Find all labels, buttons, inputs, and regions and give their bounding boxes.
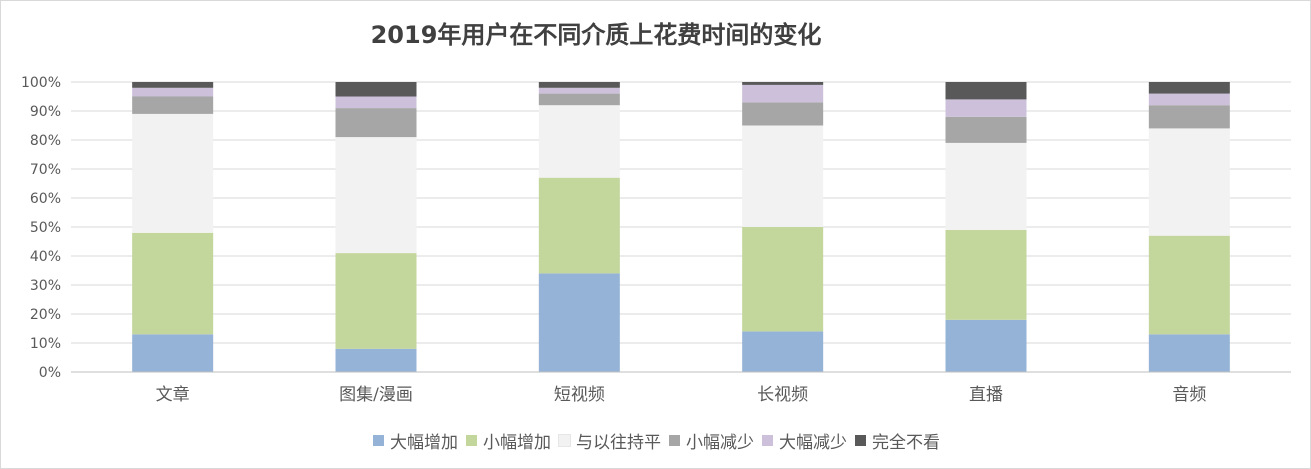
bar-segment (945, 142, 1027, 230)
legend-swatch (373, 435, 384, 446)
x-category-label: 短视频 (554, 385, 605, 405)
legend-item: 完全不看 (855, 428, 940, 453)
bar-segment (538, 87, 620, 94)
bar-segment (1148, 334, 1230, 372)
bar-segment (132, 96, 214, 114)
bar-segment (1148, 105, 1230, 129)
y-tick-label: 10% (30, 336, 61, 352)
legend-item: 大幅减少 (762, 428, 847, 453)
bar-segment (1148, 93, 1230, 106)
x-category-label: 直播 (969, 385, 1003, 405)
bar-segment (1148, 128, 1230, 236)
bar-segment (945, 116, 1027, 143)
bar-segment (742, 125, 824, 227)
bar-segment (1148, 235, 1230, 335)
legend-swatch (669, 435, 680, 446)
x-category-label: 文章 (156, 385, 190, 405)
bar-segment (945, 319, 1027, 372)
bar-segment (742, 227, 824, 332)
bar-segment (335, 253, 417, 349)
bar-segment (538, 273, 620, 372)
legend-swatch (558, 434, 571, 447)
legend-label: 小幅增加 (483, 433, 551, 453)
bar-segment (335, 96, 417, 109)
bar-segment (1148, 82, 1230, 94)
y-tick-label: 60% (30, 191, 61, 207)
bar-segment (742, 331, 824, 372)
bar-segment (132, 87, 214, 97)
bar-segment (335, 137, 417, 254)
x-category-label: 长视频 (757, 385, 808, 405)
y-tick-label: 70% (30, 162, 61, 178)
y-tick-label: 0% (39, 365, 61, 381)
chart-legend: 大幅增加 小幅增加 与以往持平 小幅减少 大幅减少 完全不看 (1, 428, 1311, 453)
legend-label: 大幅增加 (390, 433, 458, 453)
bar-segment (132, 82, 214, 88)
bar-segment (742, 84, 824, 103)
y-tick-label: 90% (30, 104, 61, 120)
bar-segment (538, 93, 620, 106)
y-tick-label: 80% (30, 133, 61, 149)
bar-segment (538, 105, 620, 178)
y-tick-label: 20% (30, 307, 61, 323)
legend-swatch (855, 435, 866, 446)
legend-item: 小幅减少 (669, 428, 754, 453)
bar-segment (945, 229, 1027, 320)
x-category-label: 图集/漫画 (339, 385, 413, 405)
bar-segment (335, 108, 417, 138)
bar-segment (945, 82, 1027, 100)
legend-label: 完全不看 (872, 433, 940, 453)
legend-label: 与以往持平 (576, 433, 661, 453)
bar-segment (132, 232, 214, 335)
bar-segment (538, 177, 620, 274)
legend-swatch (762, 435, 773, 446)
bar-segment (335, 348, 417, 372)
legend-swatch (466, 435, 477, 446)
legend-item: 与以往持平 (558, 428, 661, 453)
legend-item: 小幅增加 (466, 428, 551, 453)
bar-segment (132, 113, 214, 233)
y-tick-label: 30% (30, 278, 61, 294)
bar-segment (538, 82, 620, 88)
bar-segment (945, 99, 1027, 117)
legend-label: 大幅减少 (779, 433, 847, 453)
x-category-label: 音频 (1172, 385, 1206, 405)
bar-segment (335, 82, 417, 97)
legend-item: 大幅增加 (373, 428, 458, 453)
y-tick-label: 40% (30, 249, 61, 265)
y-tick-label: 100% (21, 75, 61, 91)
legend-label: 小幅减少 (686, 433, 754, 453)
y-tick-label: 50% (30, 220, 61, 236)
bar-segment (742, 82, 824, 85)
chart-title: 2019年用户在不同介质上花费时间的变化 (370, 21, 822, 49)
bar-segment (132, 334, 214, 372)
bar-segment (742, 102, 824, 126)
